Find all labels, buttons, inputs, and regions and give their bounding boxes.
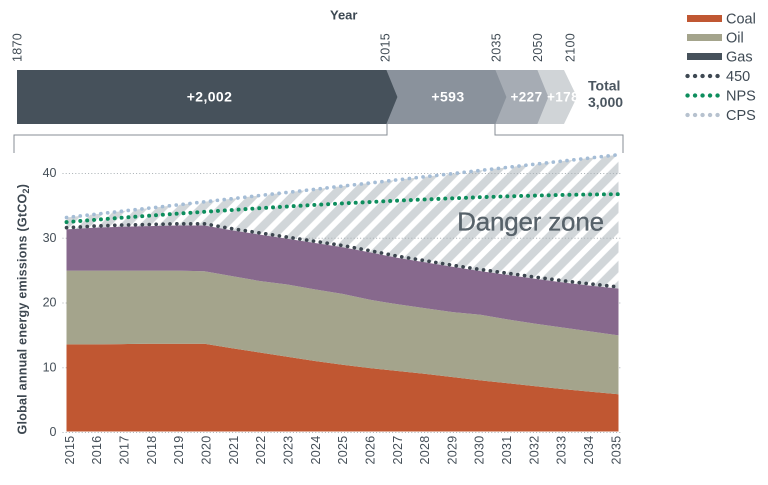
- svg-text:2016: 2016: [90, 435, 104, 464]
- svg-text:2028: 2028: [418, 435, 432, 464]
- svg-text:Danger zone: Danger zone: [457, 207, 604, 237]
- svg-text:2030: 2030: [473, 435, 487, 464]
- svg-text:Oil: Oil: [726, 31, 744, 47]
- svg-text:Year: Year: [330, 8, 357, 23]
- svg-text:450: 450: [726, 69, 750, 85]
- svg-text:40: 40: [43, 166, 57, 180]
- svg-text:10: 10: [43, 360, 57, 374]
- svg-text:2032: 2032: [527, 435, 541, 464]
- svg-text:2050: 2050: [531, 33, 545, 62]
- svg-text:2023: 2023: [282, 435, 296, 464]
- svg-text:+2,002: +2,002: [187, 89, 233, 105]
- svg-text:Gas: Gas: [726, 50, 753, 66]
- svg-text:2015: 2015: [378, 33, 392, 62]
- svg-text:30: 30: [43, 231, 57, 245]
- svg-text:2024: 2024: [309, 435, 323, 464]
- svg-text:0: 0: [50, 425, 57, 439]
- svg-text:2026: 2026: [363, 435, 377, 464]
- svg-text:2027: 2027: [391, 435, 405, 464]
- svg-text:2017: 2017: [118, 435, 132, 464]
- svg-text:Total: Total: [588, 78, 620, 94]
- svg-text:CPS: CPS: [726, 108, 756, 124]
- svg-text:2029: 2029: [445, 435, 459, 464]
- svg-text:Global annual energy emissions: Global annual energy emissions (GtCO2): [16, 184, 32, 435]
- svg-text:2020: 2020: [200, 435, 214, 464]
- svg-text:Coal: Coal: [726, 12, 756, 28]
- svg-text:NPS: NPS: [726, 89, 756, 105]
- svg-text:2025: 2025: [336, 435, 350, 464]
- svg-text:+593: +593: [431, 89, 464, 105]
- svg-text:2022: 2022: [254, 435, 268, 464]
- svg-text:+227: +227: [510, 90, 542, 105]
- svg-text:1870: 1870: [10, 33, 24, 62]
- svg-text:2015: 2015: [63, 435, 77, 464]
- svg-text:2035: 2035: [489, 33, 503, 62]
- svg-text:2018: 2018: [145, 435, 159, 464]
- svg-text:2019: 2019: [172, 435, 186, 464]
- svg-text:3,000: 3,000: [588, 94, 623, 110]
- svg-text:2021: 2021: [227, 435, 241, 464]
- svg-text:2034: 2034: [582, 435, 596, 464]
- svg-text:2035: 2035: [609, 435, 623, 464]
- svg-text:+178: +178: [547, 90, 579, 105]
- svg-text:2033: 2033: [555, 435, 569, 464]
- svg-text:20: 20: [43, 296, 57, 310]
- svg-text:2031: 2031: [500, 435, 514, 464]
- svg-text:2100: 2100: [563, 33, 577, 62]
